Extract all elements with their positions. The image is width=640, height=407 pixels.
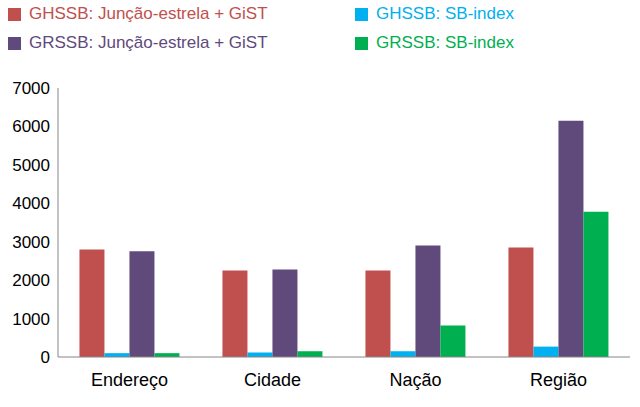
html-text:GHSSB: SB-index: GHSSB: SB-index (376, 4, 514, 23)
svg-text:Nação: Nação (389, 370, 441, 390)
svg-text:3000: 3000 (12, 233, 50, 252)
svg-text:7000: 7000 (12, 79, 50, 98)
html-text:GRSSB: Junção-estrela + GiST: GRSSB: Junção-estrela + GiST (29, 33, 268, 52)
svg-text:6000: 6000 (12, 117, 50, 136)
svg-text:0: 0 (41, 348, 50, 367)
svg-text:4000: 4000 (12, 194, 50, 213)
svg-text:5000: 5000 (12, 156, 50, 175)
html-text:GRSSB: SB-index: GRSSB: SB-index (376, 33, 514, 52)
svg-text:2000: 2000 (12, 271, 50, 290)
html-text:GHSSB: Junção-estrela + GiST: GHSSB: Junção-estrela + GiST (29, 4, 268, 23)
svg-text:Região: Região (530, 370, 587, 390)
svg-text:1000: 1000 (12, 310, 50, 329)
svg-text:Endereço: Endereço (91, 370, 168, 390)
svg-text:Cidade: Cidade (244, 370, 301, 390)
